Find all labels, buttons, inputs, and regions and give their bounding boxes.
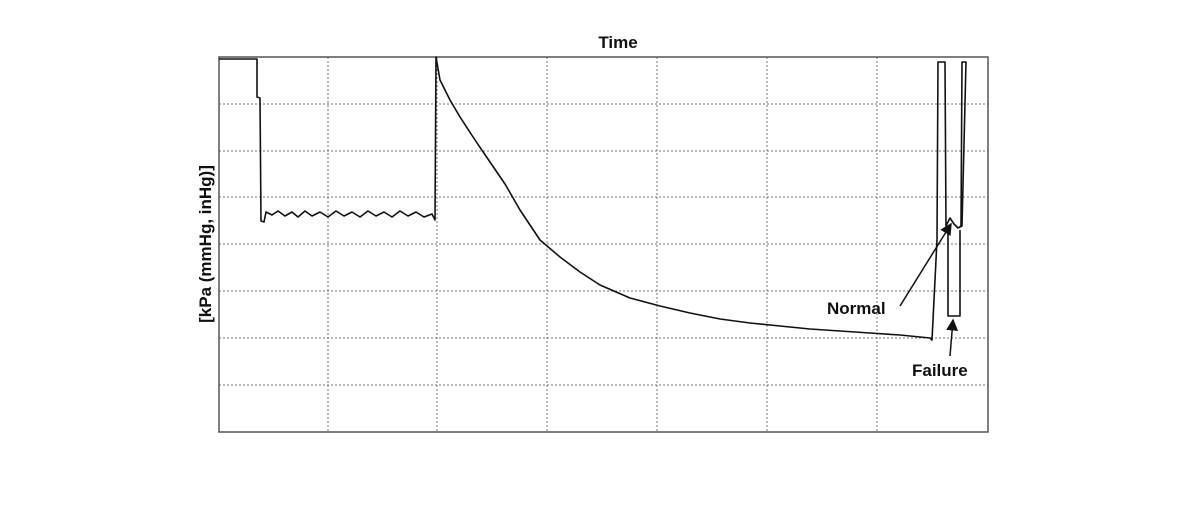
pressure-trace [219,56,967,341]
failure-arrow [946,318,959,357]
y-axis-label: [kPa (mmHg, inHg)] [196,165,215,323]
normal-arrow [899,222,952,307]
title: Time [598,33,637,52]
plot-frame [218,56,989,433]
failure-trace [947,226,961,317]
grid [219,57,988,432]
annotation-normal: Normal [827,299,886,318]
annotation-failure: Failure [912,361,968,380]
